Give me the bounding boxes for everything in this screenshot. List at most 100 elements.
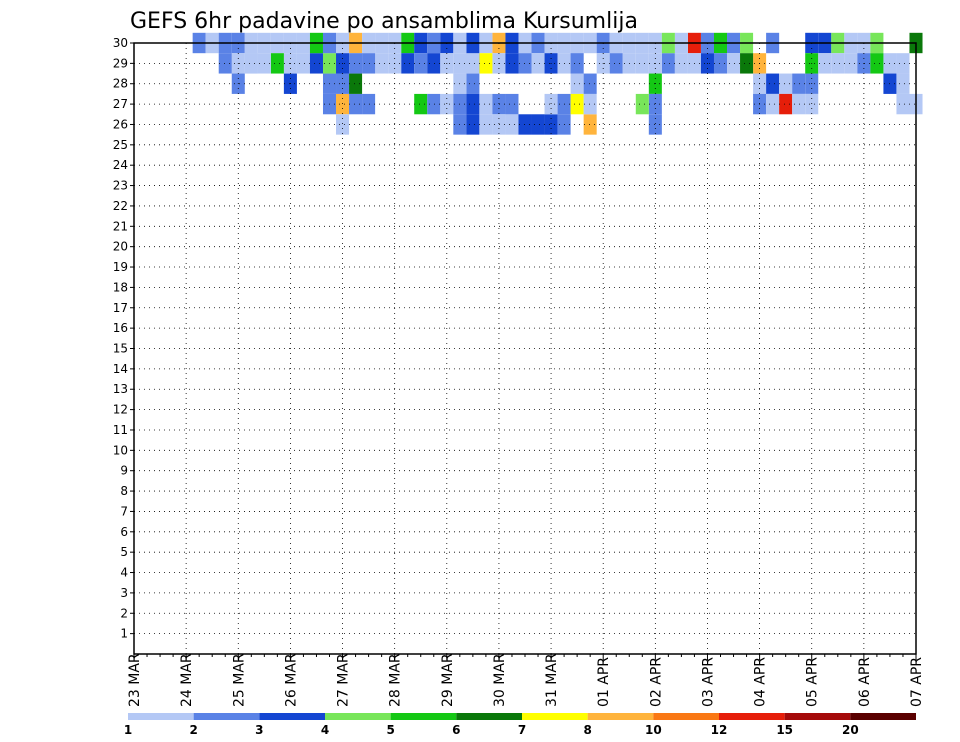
y-tick-label: 15: [113, 342, 128, 356]
y-tick-label: 26: [113, 117, 128, 131]
legend-swatch: [325, 713, 391, 720]
heatmap-cell: [336, 93, 350, 115]
x-tick-label: 07 APR: [909, 657, 925, 707]
y-tick-label: 1: [120, 627, 128, 641]
heatmap-cell: [870, 53, 884, 74]
heatmap-cell: [609, 53, 623, 74]
legend-swatch: [128, 713, 194, 720]
heatmap-cell: [570, 93, 584, 115]
heatmap-cell: [218, 53, 232, 74]
x-tick-label: 03 APR: [700, 657, 716, 707]
heatmap-cell: [336, 114, 350, 135]
y-tick-label: 8: [120, 484, 128, 498]
legend-swatch: [193, 713, 260, 720]
x-tick-label: 30 MAR: [492, 653, 508, 707]
heatmap-cell: [844, 53, 858, 74]
x-tick-label: 04 APR: [753, 657, 769, 707]
heatmap-cell: [727, 53, 741, 74]
chart-title: GEFS 6hr padavine po ansamblima Kursumli…: [130, 9, 638, 34]
y-tick-label: 17: [113, 301, 128, 315]
y-tick-label: 30: [113, 36, 128, 50]
heatmap-cell: [792, 93, 806, 115]
heatmap-cell: [779, 73, 793, 94]
legend-swatch: [653, 713, 719, 720]
heatmap-cell: [466, 73, 480, 94]
x-tick-label: 27 MAR: [336, 653, 352, 707]
heatmap-cell: [349, 93, 363, 115]
heatmap-cell: [362, 53, 376, 74]
x-tick-label: 31 MAR: [544, 653, 560, 707]
gridlines: [134, 42, 916, 654]
y-tick-label: 22: [113, 199, 128, 213]
legend-label: 8: [583, 723, 591, 737]
x-tick-label: 25 MAR: [231, 653, 247, 707]
legend-label: 20: [842, 723, 859, 737]
heatmap-cell: [505, 93, 519, 115]
heatmap-cell: [427, 93, 441, 115]
y-tick-label: 24: [113, 158, 128, 172]
legend-label: 1: [124, 723, 132, 737]
legend-label: 10: [645, 723, 662, 737]
heatmap-cell: [362, 93, 376, 115]
heatmap-cell: [479, 53, 493, 74]
heatmap-cell: [466, 93, 480, 115]
y-tick-label: 28: [113, 77, 128, 91]
heatmap-cell: [375, 53, 389, 74]
y-tick-label: 2: [120, 606, 128, 620]
heatmap-cell: [466, 53, 480, 74]
x-tick-label: 26 MAR: [283, 653, 299, 707]
heatmap-cell: [713, 53, 728, 74]
heatmap-cell: [414, 93, 428, 115]
legend-label: 7: [518, 723, 526, 737]
y-tick-label: 12: [113, 403, 128, 417]
legend-label: 12: [711, 723, 728, 737]
heatmap-cell: [570, 53, 584, 74]
x-axis: 23 MAR 24 MAR 25 MAR 26 MAR 27 MAR 28 MAR 29 M…: [127, 653, 925, 707]
heatmap-cell: [896, 53, 910, 74]
y-tick-label: 27: [113, 97, 128, 111]
x-tick-label: 29 MAR: [440, 653, 456, 707]
heatmap-cell: [648, 93, 662, 115]
heatmap-cell: [479, 114, 493, 135]
legend-label: 2: [189, 723, 197, 737]
heatmap-cell: [349, 73, 363, 94]
heatmap-cell: [244, 53, 258, 74]
x-tick-label: 05 APR: [805, 657, 821, 707]
heatmap-cell: [544, 114, 558, 135]
heatmap-cell: [661, 53, 675, 74]
heatmap-cell: [479, 93, 493, 115]
y-tick-label: 29: [113, 56, 128, 70]
y-tick-label: 6: [120, 525, 128, 539]
y-tick-label: 5: [120, 545, 128, 559]
heatmap-cell: [805, 93, 819, 115]
heatmap-cell: [583, 93, 597, 115]
y-tick-label: 25: [113, 138, 128, 152]
heatmap-cell: [296, 53, 310, 74]
heatmap-cell: [414, 53, 428, 74]
y-axis: 1234567891011121314151617181920212223242…: [113, 36, 134, 641]
x-tick-label: 23 MAR: [127, 653, 143, 707]
heatmap-cell: [583, 114, 597, 135]
y-tick-label: 13: [113, 382, 128, 396]
heatmap-cell: [831, 53, 845, 74]
color-legend: 1 2 3 4 5 6 7 8 10 12 15 20: [124, 713, 916, 737]
legend-swatch: [719, 713, 785, 720]
heatmap-cell: [674, 53, 688, 74]
y-tick-label: 21: [113, 219, 128, 233]
y-tick-label: 4: [120, 566, 128, 580]
heatmap-cell: [492, 114, 506, 135]
y-tick-label: 3: [120, 586, 128, 600]
heatmap-cell: [583, 73, 597, 94]
heatmap-cell: [349, 53, 363, 74]
heatmap-cell: [779, 93, 793, 115]
heatmap-cell: [635, 93, 649, 115]
heatmap-cells: [192, 32, 923, 135]
legend-swatch: [850, 713, 916, 720]
y-tick-label: 23: [113, 179, 128, 193]
heatmap-cell: [635, 53, 649, 74]
heatmap-cell: [896, 93, 910, 115]
legend-label: 15: [776, 723, 793, 737]
legend-swatch: [587, 713, 654, 720]
y-tick-label: 19: [113, 260, 128, 274]
